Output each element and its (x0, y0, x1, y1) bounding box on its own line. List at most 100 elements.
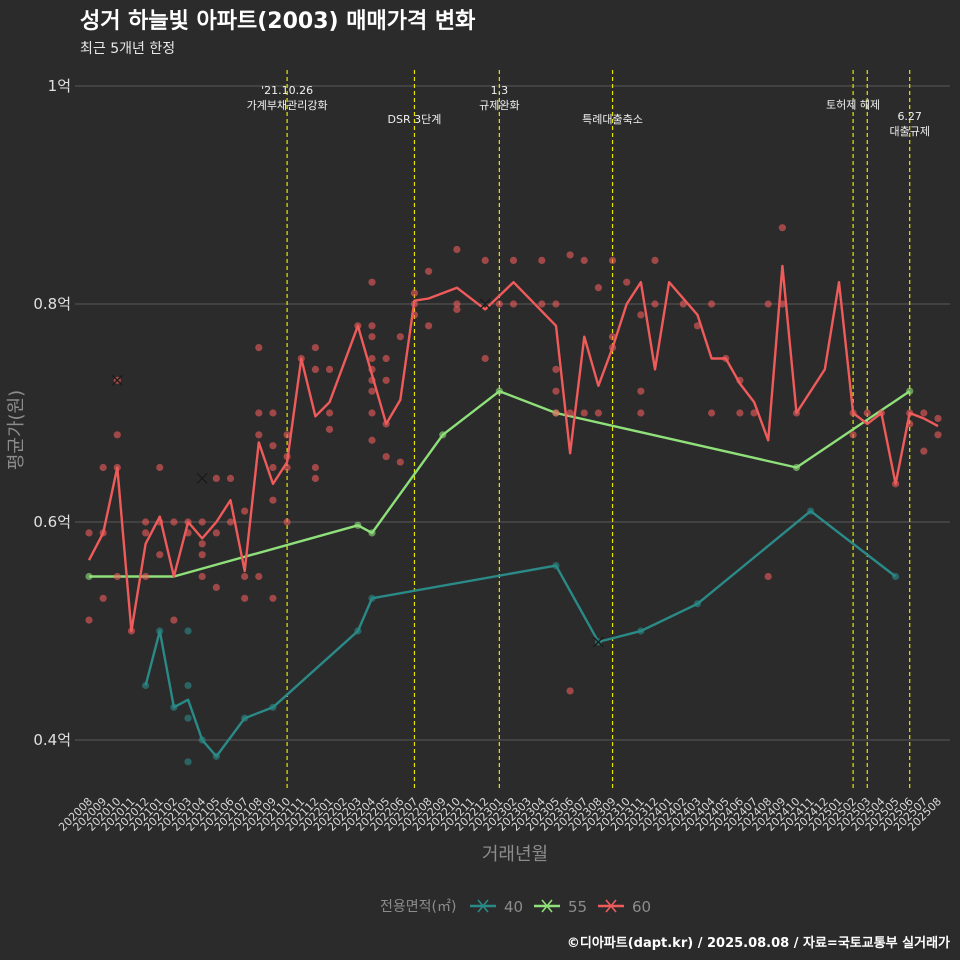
data-point (566, 409, 574, 417)
data-point (212, 583, 220, 592)
y-axis-title: 평균가(원) (6, 390, 27, 470)
event-label: 6.27 (897, 110, 922, 123)
data-point (538, 256, 546, 264)
data-point (170, 518, 178, 526)
data-point (255, 572, 263, 581)
data-point (764, 300, 772, 308)
x-axis-title: 거래년월 (482, 844, 548, 865)
data-point (637, 409, 645, 417)
y-tick-label: 1억 (48, 77, 71, 95)
data-point (85, 616, 93, 624)
data-point (750, 409, 758, 417)
grid-lines (75, 85, 950, 741)
data-point (283, 518, 291, 526)
data-point (920, 409, 928, 417)
data-point (481, 354, 489, 363)
data-point (142, 518, 150, 526)
data-point (382, 376, 390, 384)
series-line (144, 509, 897, 758)
data-point (453, 305, 461, 314)
data-point (269, 594, 277, 602)
data-point (325, 409, 334, 417)
data-point (184, 758, 192, 766)
event-label: DSR 3단계 (388, 113, 442, 126)
data-point (509, 300, 518, 308)
data-point (212, 529, 220, 537)
data-point (226, 474, 235, 482)
data-point (920, 447, 928, 455)
data-point (241, 594, 249, 602)
event-label: 1.3 (491, 84, 509, 97)
cross-marker (479, 298, 491, 310)
data-point (552, 365, 560, 373)
data-point (198, 551, 206, 559)
legend-label: 40 (504, 898, 523, 916)
legend-label: 60 (632, 898, 651, 916)
event-label: '21.10.26 (261, 84, 313, 97)
data-point (708, 300, 716, 308)
y-tick-label: 0.6억 (33, 513, 71, 531)
y-axis-ticks: 0.4억 0.6억 0.8억 1억 (33, 77, 71, 749)
data-point (198, 518, 206, 526)
data-point (651, 300, 659, 308)
data-point (608, 256, 617, 264)
data-point (637, 311, 645, 319)
data-point (311, 463, 319, 472)
data-point (241, 572, 249, 581)
data-point (396, 333, 404, 341)
data-point (368, 436, 376, 444)
data-point (382, 453, 390, 461)
cross-marker (196, 472, 208, 484)
data-point (509, 256, 518, 264)
data-series (85, 224, 942, 766)
data-point (311, 365, 319, 373)
data-point (552, 387, 560, 395)
data-point (623, 278, 631, 286)
data-point (212, 474, 220, 482)
data-point (269, 496, 277, 504)
data-point (580, 256, 588, 264)
legend-key-cross (605, 899, 617, 913)
data-point (156, 463, 164, 472)
legend-title: 전용면적(㎡) (380, 899, 456, 915)
data-point (269, 463, 277, 472)
data-point (99, 594, 107, 602)
data-point (170, 616, 178, 624)
data-point (736, 409, 744, 417)
legend-key-cross (541, 899, 553, 913)
data-point (255, 344, 263, 352)
data-point (99, 463, 107, 472)
data-point (198, 572, 206, 581)
data-point (594, 284, 603, 292)
data-point (594, 409, 603, 417)
y-tick-label: 0.4억 (33, 731, 71, 749)
data-point (368, 333, 376, 341)
source-caption: ©디아파트(dapt.kr) / 2025.08.08 / 자료=국토교통부 실… (567, 935, 950, 951)
event-label: 토허제 해제 (826, 98, 880, 112)
data-point (566, 251, 574, 259)
data-point (184, 627, 192, 635)
data-point (142, 529, 150, 537)
legend-key-cross (477, 899, 489, 913)
event-label: 가계부채관리강화 (247, 99, 328, 112)
data-point (325, 425, 334, 433)
data-point (552, 300, 560, 308)
data-point (764, 572, 772, 581)
data-point (184, 714, 192, 722)
data-point (255, 409, 263, 417)
data-point (368, 278, 376, 286)
series-60 (85, 224, 942, 695)
data-point (637, 387, 645, 395)
data-point (934, 414, 942, 423)
data-point (934, 431, 942, 439)
data-point (85, 529, 93, 537)
series-line (87, 264, 939, 633)
data-point (325, 365, 334, 373)
data-point (368, 387, 376, 395)
data-point (311, 474, 319, 482)
data-point (708, 409, 716, 417)
data-point (538, 300, 546, 308)
data-point (368, 354, 376, 363)
